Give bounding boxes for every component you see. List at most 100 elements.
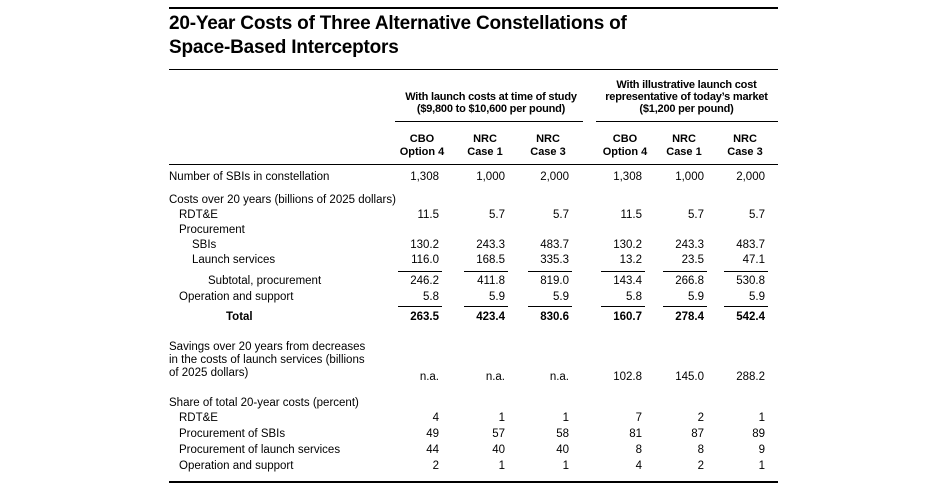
row-label: Operation and support <box>179 291 294 303</box>
group1-rule <box>395 121 583 122</box>
row-share-procurement-sbis: Procurement of SBIs 49 57 58 81 87 89 <box>169 426 778 442</box>
col2-line2: Case 1 <box>467 146 503 158</box>
row-savings-values: n.a. n.a. n.a. 102.8 145.0 288.2 <box>169 369 778 385</box>
cell-value: 335.3 <box>540 254 569 266</box>
cell-value: 143.4 <box>613 275 642 287</box>
cell-value: 5.8 <box>423 291 439 303</box>
cell-value: 40 <box>556 444 569 456</box>
cell-value: 278.4 <box>675 311 704 323</box>
savings-label: Savings over 20 years from decreases in … <box>169 341 365 380</box>
cell-value: 542.4 <box>736 311 765 323</box>
row-label: RDT&E <box>179 209 218 221</box>
group1-line1: With launch costs at time of study <box>405 91 577 103</box>
cell-value: 11.5 <box>417 209 439 221</box>
cell-value: 44 <box>426 444 439 456</box>
cell-value: 5.7 <box>489 209 505 221</box>
col1-line1: CBO <box>409 133 435 145</box>
cell-value: 102.8 <box>613 371 642 383</box>
cell-value: 263.5 <box>410 311 439 323</box>
total-underline <box>724 306 768 307</box>
row-number-of-sbis: Number of SBIs in constellation 1,308 1,… <box>169 169 778 185</box>
total-underline <box>528 306 572 307</box>
row-label: Total <box>226 311 253 323</box>
column-header-nrc-case3-study: NRC Case 3 <box>518 133 578 159</box>
cell-value: 483.7 <box>736 239 765 251</box>
cell-value: 1,000 <box>476 171 505 183</box>
row-operation-and-support: Operation and support 5.8 5.9 5.9 5.8 5.… <box>169 289 778 305</box>
cell-value: 145.0 <box>675 371 704 383</box>
cell-value: 243.3 <box>675 239 704 251</box>
total-underline <box>464 306 508 307</box>
cell-value: 2 <box>697 460 704 472</box>
col6-line2: Case 3 <box>727 146 763 158</box>
cell-value: 1 <box>562 460 569 472</box>
cell-value: 13.2 <box>619 254 642 266</box>
cell-value: 4 <box>635 460 642 472</box>
group1-line2: ($9,800 to $10,600 per pound) <box>416 103 566 115</box>
top-rule <box>169 7 778 9</box>
row-label: Procurement <box>179 224 245 236</box>
cell-value: 23.5 <box>681 254 704 266</box>
cell-value: 8 <box>697 444 704 456</box>
total-underline <box>398 306 442 307</box>
subtotal-underline <box>724 271 768 272</box>
cell-value: 5.7 <box>749 209 765 221</box>
row-label: Share of total 20-year costs (percent) <box>169 397 359 409</box>
cell-value: 2,000 <box>540 171 569 183</box>
cell-value: 1 <box>562 412 569 424</box>
total-underline <box>601 306 645 307</box>
group2-line3: ($1,200 per pound) <box>639 103 734 115</box>
cell-value: 4 <box>432 412 439 424</box>
row-share-operation-and-support: Operation and support 2 1 1 4 2 1 <box>169 458 778 474</box>
cell-value: 58 <box>556 428 569 440</box>
cell-value: 160.7 <box>613 311 642 323</box>
col3-line2: Case 3 <box>530 146 566 158</box>
cell-value: 49 <box>426 428 439 440</box>
group-header-study-launch-costs: With launch costs at time of study ($9,8… <box>398 91 584 115</box>
column-header-nrc-case1-study: NRC Case 1 <box>455 133 515 159</box>
group2-line2: representative of today’s market <box>605 91 768 103</box>
cell-value: 266.8 <box>675 275 704 287</box>
row-label: SBIs <box>192 239 217 251</box>
subtotal-underline <box>398 271 442 272</box>
row-procurement-header: Procurement <box>169 222 778 238</box>
cell-value: 483.7 <box>540 239 569 251</box>
col5-line1: NRC <box>672 133 696 145</box>
cell-value: 5.9 <box>489 291 505 303</box>
cell-value: 819.0 <box>540 275 569 287</box>
col4-line2: Option 4 <box>602 146 648 158</box>
row-label: Procurement of launch services <box>179 444 341 456</box>
savings-label-line1: Savings over 20 years from decreases <box>169 341 366 353</box>
cell-value: 1 <box>758 412 765 424</box>
cell-value: 7 <box>635 412 642 424</box>
column-header-nrc-case1-today: NRC Case 1 <box>654 133 714 159</box>
cell-value: 9 <box>758 444 765 456</box>
cell-value: 40 <box>492 444 505 456</box>
row-procurement-sbis: SBIs 130.2 243.3 483.7 130.2 243.3 483.7 <box>169 237 778 253</box>
row-launch-services: Launch services 116.0 168.5 335.3 13.2 2… <box>169 252 778 268</box>
cell-value: 87 <box>691 428 704 440</box>
cell-value: 5.7 <box>553 209 569 221</box>
col6-line1: NRC <box>733 133 757 145</box>
column-header-cbo-option4-study: CBO Option 4 <box>392 133 452 159</box>
cell-value: 168.5 <box>476 254 505 266</box>
cell-value: 1,000 <box>675 171 704 183</box>
row-label: Number of SBIs in constellation <box>169 171 330 183</box>
savings-label-line2: in the costs of launch services (billion… <box>169 354 365 366</box>
title-rule <box>169 69 778 70</box>
row-share-header: Share of total 20-year costs (percent) <box>169 395 778 411</box>
group2-line1: With illustrative launch cost <box>616 79 757 91</box>
title-line-1: 20-Year Costs of Three Alternative Const… <box>169 13 627 34</box>
cell-value: 246.2 <box>410 275 439 287</box>
cell-value: 5.8 <box>626 291 642 303</box>
subtotal-underline <box>601 271 645 272</box>
savings-label-line3: of 2025 dollars) <box>169 367 249 379</box>
column-header-nrc-case3-today: NRC Case 3 <box>715 133 775 159</box>
cell-value: 8 <box>635 444 642 456</box>
row-share-rdte: RDT&E 4 1 1 7 2 1 <box>169 410 778 426</box>
subtotal-underline <box>528 271 572 272</box>
cell-value: 47.1 <box>742 254 765 266</box>
row-label: Launch services <box>192 254 276 266</box>
cell-value: 5.9 <box>553 291 569 303</box>
cell-value: 2 <box>432 460 439 472</box>
